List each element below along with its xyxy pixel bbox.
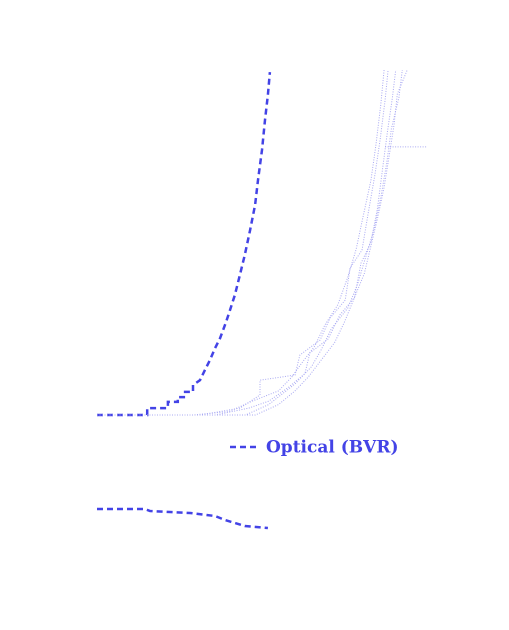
faint-curve [97, 69, 385, 416]
faint-curve [97, 69, 397, 416]
legend-label: Optical (BVR) [266, 438, 399, 458]
faint-curve [97, 69, 408, 416]
curve [97, 507, 269, 530]
legend: Optical (BVR) [230, 438, 399, 458]
curve [97, 71, 272, 417]
faint-curve [97, 69, 403, 416]
faint-curve [97, 69, 389, 416]
